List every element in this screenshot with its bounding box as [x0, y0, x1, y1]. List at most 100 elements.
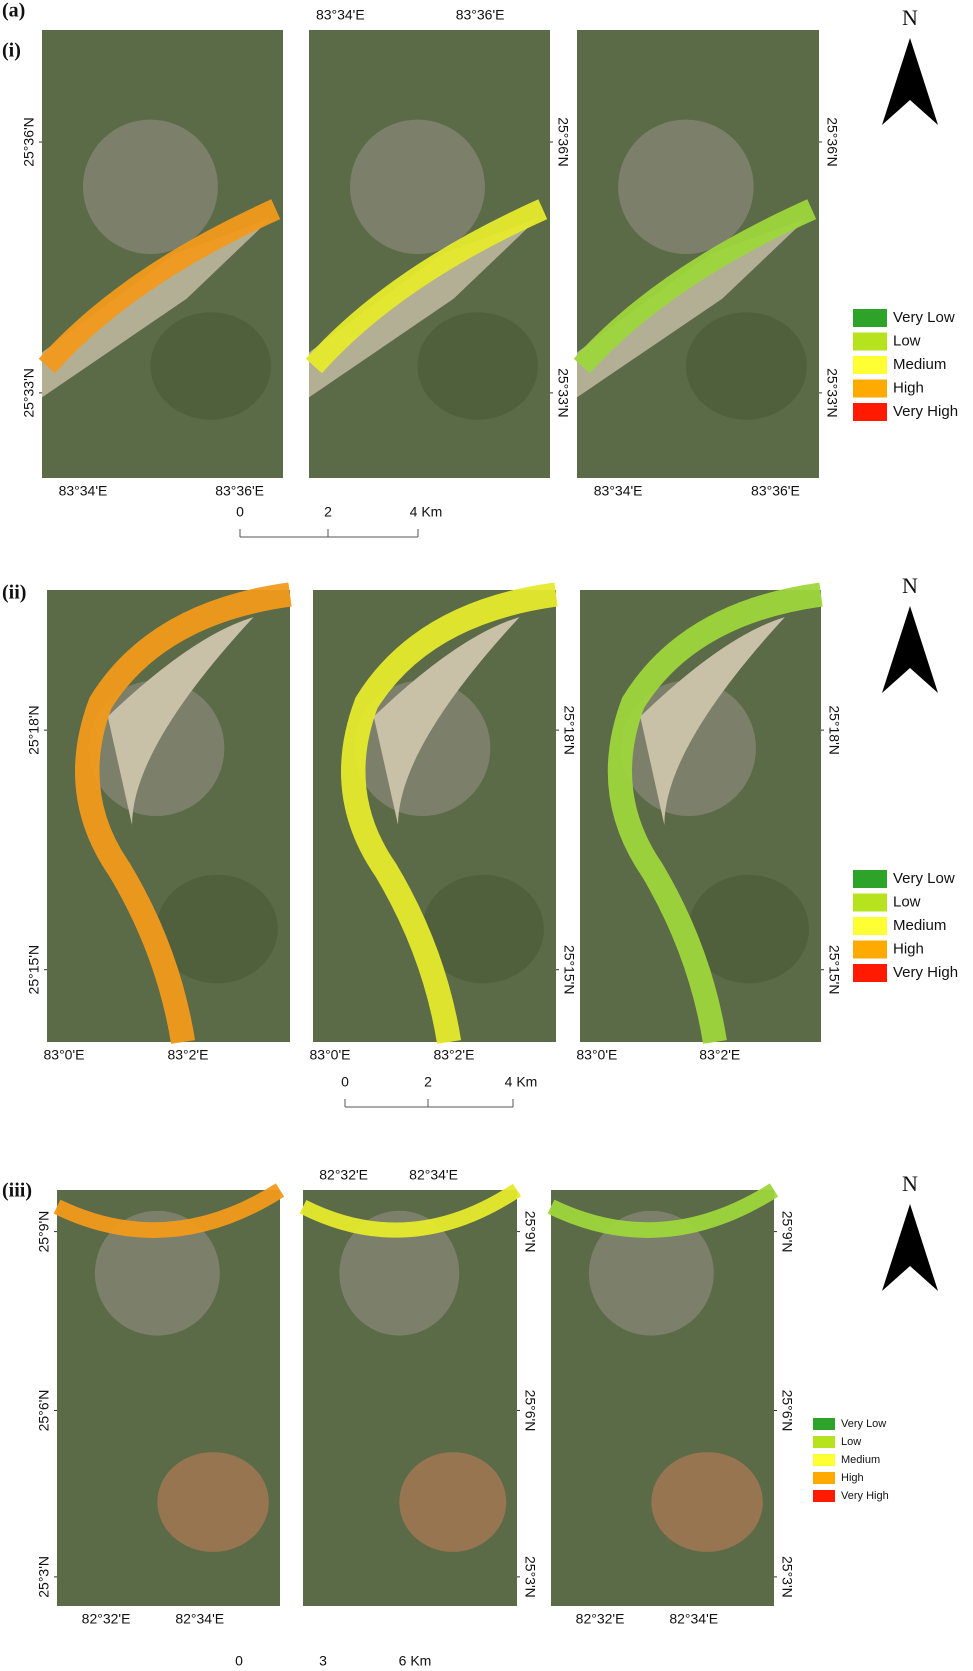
map: [303, 1190, 517, 1606]
field-area: [150, 312, 271, 420]
legend-swatch: [853, 403, 887, 421]
north-label: N: [902, 573, 918, 598]
legend-swatch: [813, 1472, 835, 1484]
legend-label: Low: [893, 332, 921, 349]
map: [580, 590, 821, 1042]
map: [47, 590, 290, 1042]
map: [313, 590, 556, 1042]
legend-label: Low: [893, 893, 921, 910]
latitude-label: 25°6'N: [779, 1390, 795, 1432]
panel-label: (i): [2, 40, 21, 62]
longitude-label: 82°32'E: [319, 1167, 368, 1183]
scale-label: 4 Km: [410, 504, 443, 520]
field-area: [399, 1452, 506, 1552]
scale-label: 6 Km: [399, 1653, 432, 1669]
figure: (a) (i)25°36'N25°33'N83°34'E83°36'E25°36…: [0, 0, 973, 1671]
latitude-label: 25°18'N: [561, 705, 577, 755]
map: [42, 30, 283, 478]
legend-label: High: [841, 1472, 864, 1484]
longitude-label: 83°34'E: [594, 483, 643, 499]
legend-label: Medium: [893, 917, 946, 934]
legend-swatch: [813, 1490, 835, 1502]
longitude-label: 83°0'E: [576, 1047, 617, 1063]
legend-label: Very Low: [893, 309, 955, 326]
longitude-label: 82°32'E: [576, 1611, 625, 1627]
latitude-label: 25°6'N: [522, 1390, 538, 1432]
legend-label: Very High: [893, 964, 958, 981]
legend-swatch: [853, 894, 887, 912]
scale-label: 4 Km: [505, 1074, 538, 1090]
map-background: [577, 30, 819, 478]
scale-label: 2: [424, 1074, 432, 1090]
legend-swatch: [853, 380, 887, 398]
legend-label: Very Low: [893, 870, 955, 887]
longitude-label: 83°36'E: [751, 483, 800, 499]
legend-label: High: [893, 379, 924, 396]
latitude-label: 25°15'N: [26, 945, 42, 995]
map: [551, 1190, 774, 1606]
field-area: [651, 1452, 763, 1552]
legend-swatch: [853, 964, 887, 982]
latitude-label: 25°33'N: [824, 368, 840, 418]
map-background: [309, 30, 550, 478]
panel-label: (iii): [2, 1180, 32, 1202]
panel-label: (ii): [2, 582, 26, 604]
urban-area: [350, 120, 485, 254]
latitude-label: 25°15'N: [826, 945, 842, 995]
map: [577, 30, 819, 478]
north-arrow: [882, 38, 938, 125]
legend-swatch: [813, 1436, 835, 1448]
latitude-label: 25°3'N: [779, 1556, 795, 1598]
north-arrow: [882, 1204, 938, 1291]
latitude-label: 25°3'N: [36, 1556, 52, 1598]
longitude-label: 82°32'E: [82, 1611, 131, 1627]
field-area: [157, 1452, 269, 1552]
legend-label: Low: [841, 1436, 861, 1448]
north-arrow: [882, 606, 938, 693]
longitude-label: 82°34'E: [409, 1167, 458, 1183]
map: [57, 1190, 280, 1606]
latitude-label: 25°18'N: [26, 705, 42, 755]
longitude-label: 82°34'E: [175, 1611, 224, 1627]
scale-label: 3: [319, 1653, 327, 1669]
longitude-label: 83°2'E: [167, 1047, 208, 1063]
longitude-label: 83°36'E: [215, 483, 264, 499]
longitude-label: 82°34'E: [669, 1611, 718, 1627]
legend-swatch: [853, 917, 887, 935]
latitude-label: 25°3'N: [522, 1556, 538, 1598]
legend-swatch: [853, 309, 887, 327]
map-background: [42, 30, 283, 478]
legend-swatch: [813, 1418, 835, 1430]
urban-area: [618, 120, 754, 254]
north-label: N: [902, 5, 918, 30]
legend-label: Very High: [841, 1490, 889, 1502]
latitude-label: 25°18'N: [826, 705, 842, 755]
latitude-label: 25°33'N: [555, 368, 571, 418]
legend-swatch: [813, 1454, 835, 1466]
longitude-label: 83°36'E: [456, 7, 505, 23]
scale-label: 2: [324, 504, 332, 520]
legend-swatch: [853, 941, 887, 959]
urban-area: [83, 120, 218, 254]
legend-label: High: [893, 940, 924, 957]
legend-swatch: [853, 333, 887, 351]
field-area: [417, 312, 538, 420]
legend-swatch: [853, 356, 887, 374]
longitude-label: 83°34'E: [316, 7, 365, 23]
longitude-label: 83°0'E: [44, 1047, 85, 1063]
scale-label: 0: [236, 504, 244, 520]
latitude-label: 25°9'N: [36, 1211, 52, 1253]
longitude-label: 83°2'E: [433, 1047, 474, 1063]
latitude-label: 25°36'N: [824, 117, 840, 167]
field-area: [686, 312, 807, 420]
legend-label: Medium: [893, 356, 946, 373]
map: [309, 30, 550, 478]
longitude-label: 83°34'E: [59, 483, 108, 499]
longitude-label: 83°2'E: [699, 1047, 740, 1063]
legend-label: Very Low: [841, 1418, 886, 1430]
legend-label: Medium: [841, 1454, 880, 1466]
north-label: N: [902, 1171, 918, 1196]
latitude-label: 25°33'N: [21, 368, 37, 418]
latitude-label: 25°36'N: [21, 117, 37, 167]
legend-label: Very High: [893, 403, 958, 420]
